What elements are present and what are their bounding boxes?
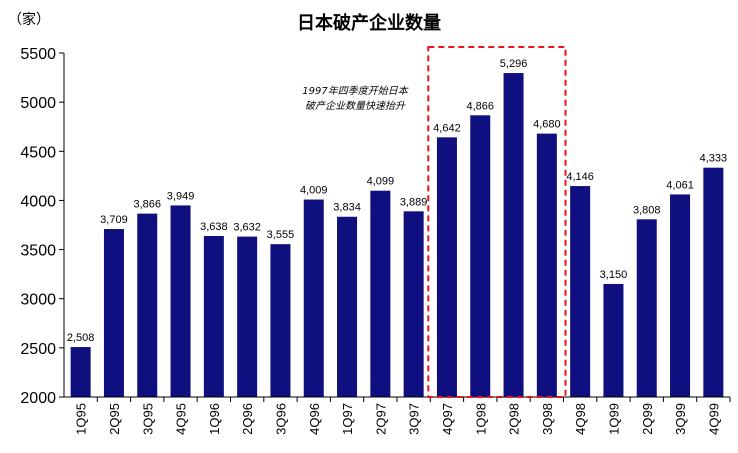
x-axis-ticks: 1Q95 2Q95 3Q95 4Q95 1Q96 2Q96 3Q96 4Q96 1Q97 2Q97… [74,397,731,435]
bar-2Q99 [636,219,657,397]
bar-2Q97 [370,190,391,397]
x-tick-label-1Q95: 1Q95 [74,403,89,435]
bar-4Q96 [303,199,324,397]
value-label-2Q99: 3,808 [633,204,661,216]
value-label-2Q97: 4,099 [367,176,395,188]
value-label-1Q99: 3,150 [600,269,628,281]
value-label-4Q98: 4,146 [566,171,594,183]
value-label-2Q98: 5,296 [500,58,528,70]
value-label-4Q96: 4,009 [300,185,328,197]
value-label-1Q97: 3,834 [333,202,361,214]
x-tick-label-3Q99: 3Q99 [673,403,688,435]
x-tick-label-4Q99: 4Q99 [706,403,721,435]
bar-3Q96 [270,244,291,397]
annotation-line-1: 1997年四季度开始日本 [302,85,408,97]
x-tick-label-3Q95: 3Q95 [140,403,155,435]
value-label-1Q96: 3,638 [200,221,228,233]
y-tick-label: 5000 [20,95,56,112]
x-tick-label-2Q97: 2Q97 [373,403,388,435]
bar-3Q98 [536,133,557,397]
bar-4Q99 [703,167,724,397]
highlight-box [427,46,567,398]
y-tick-label: 4000 [20,193,56,210]
chart-title: 日本破产企业数量 [297,12,441,34]
annotation-line-2: 破产企业数量快速抬升 [305,100,406,112]
y-axis-unit-label: （家） [8,11,50,28]
bar-1Q98 [470,115,491,397]
bar-4Q97 [436,137,457,397]
value-label-3Q98: 4,680 [533,119,561,131]
value-label-4Q95: 3,949 [167,190,195,202]
x-tick-label-3Q97: 3Q97 [407,403,422,435]
bar-2Q96 [237,236,258,397]
bar-series [70,73,724,397]
x-tick-label-1Q99: 1Q99 [606,403,621,435]
x-tick-label-1Q98: 1Q98 [473,403,488,435]
value-label-3Q95: 3,866 [133,199,161,211]
x-tick-label-4Q96: 4Q96 [307,403,322,435]
bar-3Q95 [137,213,158,397]
x-tick-label-1Q96: 1Q96 [207,403,222,435]
bar-4Q95 [170,205,191,397]
bar-1Q95 [70,347,91,397]
x-tick-label-2Q96: 2Q96 [240,403,255,435]
bar-1Q99 [603,283,624,397]
bar-2Q98 [503,73,524,397]
value-label-3Q97: 3,889 [400,196,428,208]
value-label-2Q95: 3,709 [100,214,128,226]
value-label-1Q98: 4,866 [466,100,494,112]
value-label-3Q99: 4,061 [666,179,694,191]
x-tick-label-2Q99: 2Q99 [640,403,655,435]
y-tick-label: 3500 [20,243,56,260]
bar-1Q96 [203,236,224,397]
x-tick-label-3Q98: 3Q98 [540,403,555,435]
bar-2Q95 [103,229,124,397]
y-tick-label: 2000 [20,390,56,407]
y-tick-label: 3000 [20,292,56,309]
x-tick-label-1Q97: 1Q97 [340,403,355,435]
y-tick-label: 5500 [20,46,56,63]
bar-1Q97 [337,216,358,397]
y-tick-label: 2500 [20,341,56,358]
value-label-3Q96: 3,555 [267,229,295,241]
bar-4Q98 [570,186,591,397]
value-label-4Q99: 4,333 [700,153,728,165]
axes [63,53,730,398]
x-tick-label-4Q98: 4Q98 [573,403,588,435]
value-label-2Q96: 3,632 [233,222,261,234]
value-label-4Q97: 4,642 [433,122,461,134]
y-axis-ticks: 2000 2500 3000 3500 4000 4500 5000 5500 [20,46,64,407]
highlight-group [427,46,567,398]
y-tick-label: 4500 [20,144,56,161]
value-label-1Q95: 2,508 [67,332,95,344]
bar-3Q97 [403,211,424,397]
value-labels: 2,508 3,709 3,866 3,949 3,638 3,632 3,555 4,009… [67,58,727,344]
bar-3Q99 [670,194,691,397]
x-tick-label-4Q95: 4Q95 [174,403,189,435]
x-tick-label-4Q97: 4Q97 [440,403,455,435]
x-tick-label-3Q96: 3Q96 [273,403,288,435]
x-tick-label-2Q95: 2Q95 [107,403,122,435]
x-tick-label-2Q98: 2Q98 [507,403,522,435]
